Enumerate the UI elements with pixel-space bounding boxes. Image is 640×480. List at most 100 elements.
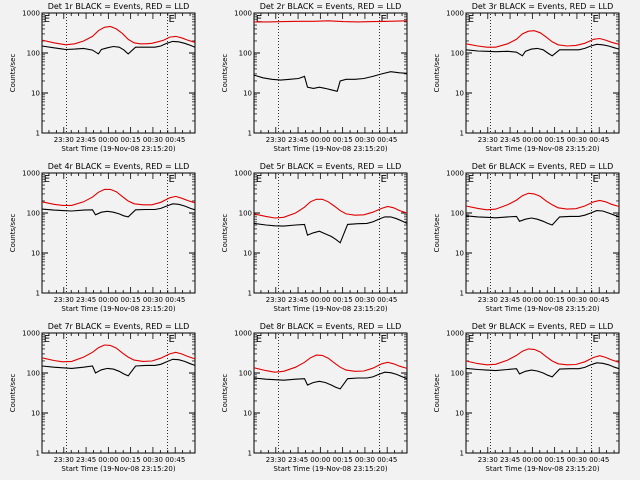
x-tick-label: 00:30 <box>143 136 163 144</box>
panel-title: Det 6r BLACK = Events, RED = LLD <box>472 162 614 171</box>
y-tick-label: 1 <box>36 450 40 458</box>
x-tick-label: 00:45 <box>165 296 185 304</box>
x-tick-label: 00:30 <box>355 136 375 144</box>
series-red-lld <box>254 20 408 23</box>
x-tick-label: 00:30 <box>143 296 163 304</box>
x-tick-label: 00:00 <box>522 456 542 464</box>
y-axis-label: Counts/sec <box>9 374 17 413</box>
y-tick-label: 1000 <box>446 330 464 338</box>
detector-panel-5: Det 5r BLACK = Events, RED = LLD 1 10 100 10… <box>221 162 408 313</box>
y-tick-label: 100 <box>451 50 464 58</box>
flag-label: E <box>593 334 599 345</box>
x-axis-label: Start Time (19-Nov-08 23:15:20) <box>61 145 175 153</box>
x-tick-label: 00:15 <box>545 456 565 464</box>
x-axis-label: Start Time (19-Nov-08 23:15:20) <box>273 305 387 313</box>
y-tick-label: 10 <box>243 90 252 98</box>
detector-panel-1: Det 1r BLACK = Events, RED = LLD 1 10 100 10… <box>9 2 196 153</box>
series-black-events <box>41 203 196 218</box>
x-tick-label: 00:00 <box>522 296 542 304</box>
x-tick-label: 23:45 <box>288 296 308 304</box>
x-tick-label: 23:30 <box>478 296 498 304</box>
x-tick-label: 23:30 <box>478 456 498 464</box>
flag-label: E <box>593 174 599 185</box>
plot-frame <box>41 332 196 454</box>
y-tick-label: 1000 <box>22 170 40 178</box>
x-tick-label: 23:45 <box>500 136 520 144</box>
x-tick-label: 23:30 <box>54 456 74 464</box>
y-tick-label: 1 <box>460 290 464 298</box>
plot-frame <box>41 172 196 294</box>
y-axis-label: Counts/sec <box>221 214 229 253</box>
x-tick-label: 00:00 <box>98 136 118 144</box>
y-tick-label: 100 <box>27 50 40 58</box>
x-tick-label: 00:45 <box>589 456 609 464</box>
plot-frame <box>41 12 196 134</box>
y-tick-label: 1000 <box>446 170 464 178</box>
x-tick-label: 00:00 <box>98 456 118 464</box>
plot-frame <box>253 332 408 454</box>
x-axis-label: Start Time (19-Nov-08 23:15:20) <box>61 305 175 313</box>
y-tick-label: 1000 <box>234 170 252 178</box>
y-axis-label: Counts/sec <box>221 374 229 413</box>
x-tick-label: 00:45 <box>377 296 397 304</box>
y-tick-label: 10 <box>455 410 464 418</box>
y-tick-label: 10 <box>455 250 464 258</box>
x-tick-label: 00:30 <box>143 456 163 464</box>
series-red-lld <box>41 25 196 46</box>
x-axis-label: Start Time (19-Nov-08 23:15:20) <box>485 465 599 473</box>
x-tick-label: 00:00 <box>522 136 542 144</box>
y-tick-label: 1 <box>36 130 40 138</box>
x-tick-label: 00:30 <box>355 296 375 304</box>
series-black-events <box>253 371 408 390</box>
flag-label: E <box>256 174 262 185</box>
y-tick-label: 1 <box>248 130 252 138</box>
flag-label: E <box>468 14 474 25</box>
x-tick-label: 23:45 <box>500 456 520 464</box>
panel-title: Det 3r BLACK = Events, RED = LLD <box>472 2 614 11</box>
y-axis-label: Counts/sec <box>433 374 441 413</box>
x-tick-label: 00:45 <box>165 136 185 144</box>
detector-panel-8: Det 8r BLACK = Events, RED = LLD 1 10 100 10… <box>221 322 408 473</box>
x-tick-label: 00:15 <box>333 136 353 144</box>
series-black-events <box>465 210 620 226</box>
x-tick-label: 23:45 <box>76 296 96 304</box>
x-axis-label: Start Time (19-Nov-08 23:15:20) <box>273 465 387 473</box>
y-axis-label: Counts/sec <box>9 54 17 93</box>
x-tick-label: 00:15 <box>121 456 141 464</box>
y-tick-label: 10 <box>455 90 464 98</box>
y-tick-label: 1000 <box>234 10 252 18</box>
x-tick-label: 00:45 <box>377 456 397 464</box>
flag-label: E <box>468 334 474 345</box>
flag-label: E <box>381 174 387 185</box>
panel-title: Det 2r BLACK = Events, RED = LLD <box>260 2 402 11</box>
x-tick-label: 23:30 <box>54 296 74 304</box>
x-tick-label: 00:45 <box>589 136 609 144</box>
series-red-lld <box>253 354 408 373</box>
y-tick-label: 10 <box>31 250 40 258</box>
series-black-events <box>253 71 408 92</box>
series-black-events <box>465 362 620 378</box>
plot-frame <box>465 332 620 454</box>
panel-title: Det 5r BLACK = Events, RED = LLD <box>260 162 402 171</box>
y-tick-label: 100 <box>239 370 252 378</box>
x-tick-label: 00:45 <box>165 456 185 464</box>
x-tick-label: 23:45 <box>76 136 96 144</box>
x-tick-label: 00:15 <box>545 296 565 304</box>
x-tick-label: 00:15 <box>333 296 353 304</box>
y-tick-label: 1 <box>248 450 252 458</box>
series-black-events <box>41 40 196 55</box>
flag-label: E <box>44 14 50 25</box>
y-tick-label: 1 <box>460 450 464 458</box>
series-red-lld <box>41 344 196 363</box>
x-tick-label: 23:30 <box>266 456 286 464</box>
x-axis-label: Start Time (19-Nov-08 23:15:20) <box>485 305 599 313</box>
series-red-lld <box>465 348 620 366</box>
panel-title: Det 4r BLACK = Events, RED = LLD <box>48 162 190 171</box>
x-tick-label: 23:45 <box>288 456 308 464</box>
flag-label: E <box>468 174 474 185</box>
x-axis-label: Start Time (19-Nov-08 23:15:20) <box>485 145 599 153</box>
series-red-lld <box>41 188 196 206</box>
detector-panel-3: Det 3r BLACK = Events, RED = LLD 1 10 100 10… <box>433 2 620 153</box>
y-tick-label: 100 <box>27 370 40 378</box>
y-tick-label: 10 <box>243 250 252 258</box>
